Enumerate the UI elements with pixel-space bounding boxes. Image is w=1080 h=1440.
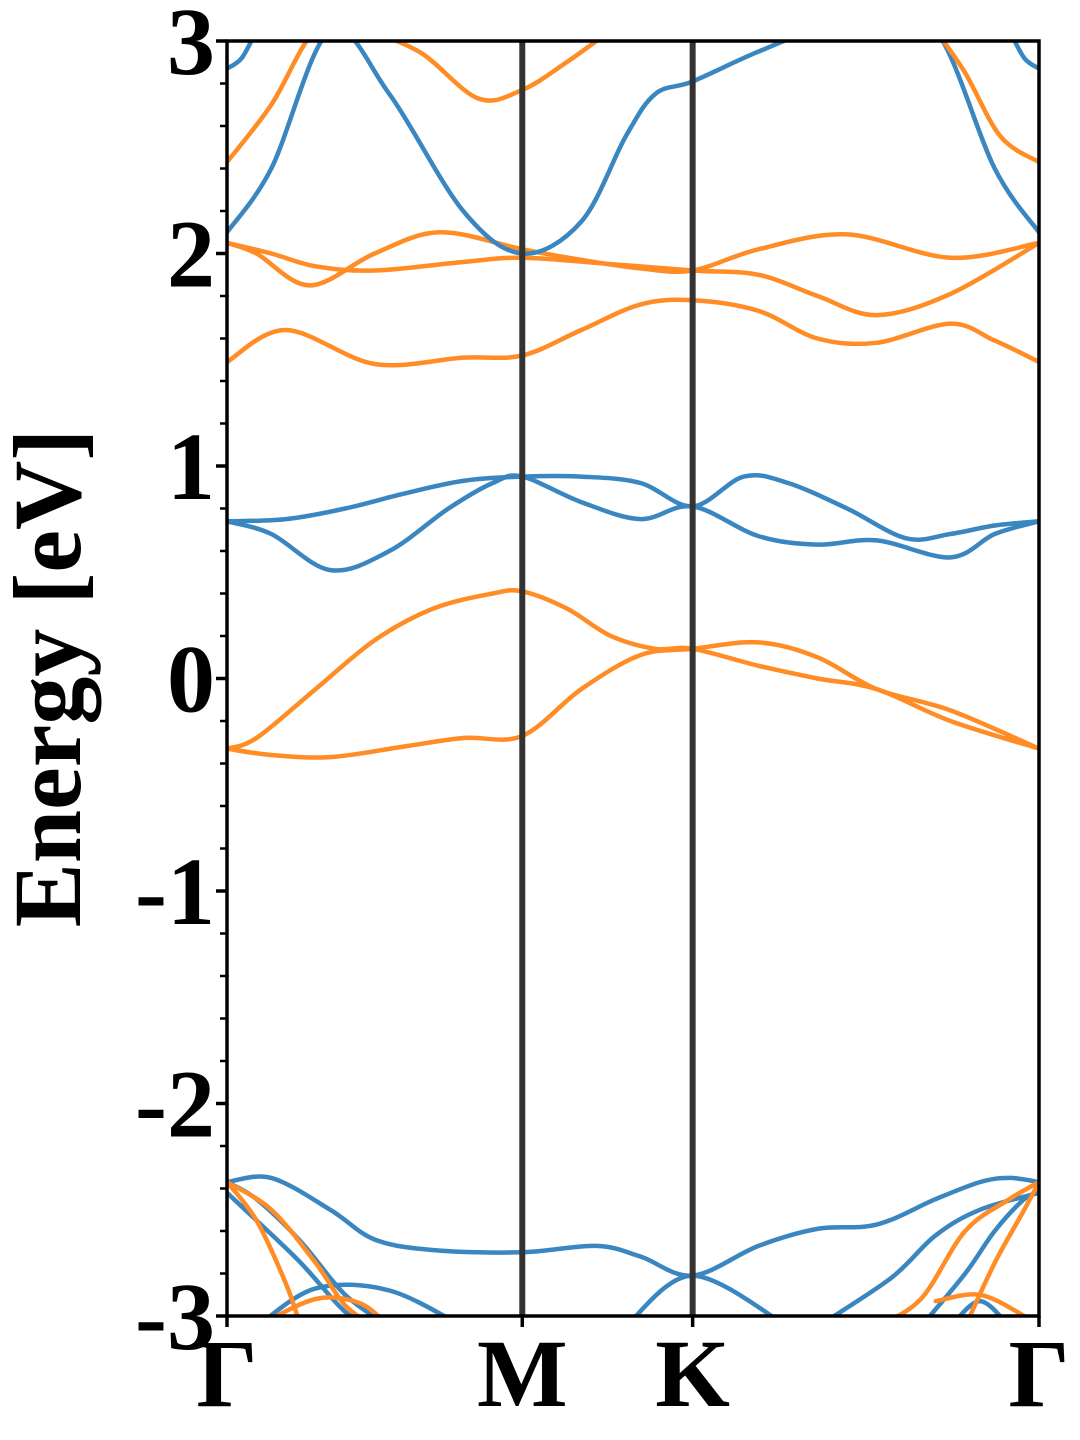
orange-band-8 <box>227 41 601 165</box>
kpoint-label: Γ <box>1008 1320 1069 1427</box>
orange-band-9 <box>940 41 1039 165</box>
plot-frame <box>225 39 1041 1318</box>
blue-band-19 <box>956 1298 1003 1316</box>
blue-band-10 <box>227 41 254 71</box>
y-axis-ticks: 3 2 1 0 -1 -2 -3 <box>135 0 227 1370</box>
ytick-label: 2 <box>167 201 215 308</box>
ytick-label: 3 <box>167 0 215 95</box>
orange-band-21 <box>227 1179 362 1316</box>
band-lines <box>227 41 1039 1316</box>
blue-band-12 <box>227 1174 1039 1278</box>
high-symmetry-lines <box>519 41 696 1316</box>
blue-band-17 <box>829 1190 1039 1316</box>
ytick-label: -2 <box>135 1051 215 1158</box>
orange-band-25 <box>933 1292 1029 1316</box>
ytick-label: -1 <box>135 838 215 945</box>
orange-band-1 <box>227 587 1039 751</box>
orange-band-4 <box>227 297 1039 368</box>
blue-band-2 <box>227 473 1039 573</box>
ytick-label: 1 <box>167 413 215 520</box>
blue-band-15 <box>266 1282 449 1316</box>
kpoint-label: M <box>477 1320 568 1427</box>
kpoint-label: K <box>655 1320 730 1427</box>
blue-band-7 <box>227 41 1039 256</box>
blue-band-16 <box>633 1273 776 1316</box>
orange-band-24 <box>967 1179 1039 1316</box>
ytick-label: -3 <box>135 1263 215 1370</box>
blue-band-11 <box>1012 41 1039 71</box>
orange-band-23 <box>893 1179 1039 1316</box>
blue-band-14 <box>227 1190 355 1316</box>
ytick-label: 0 <box>167 626 215 733</box>
blue-band-3 <box>227 472 1039 542</box>
kpoint-label: Γ <box>196 1320 257 1427</box>
orange-band-6 <box>227 230 1039 288</box>
y-axis-label: Energy [eV] <box>0 429 101 928</box>
